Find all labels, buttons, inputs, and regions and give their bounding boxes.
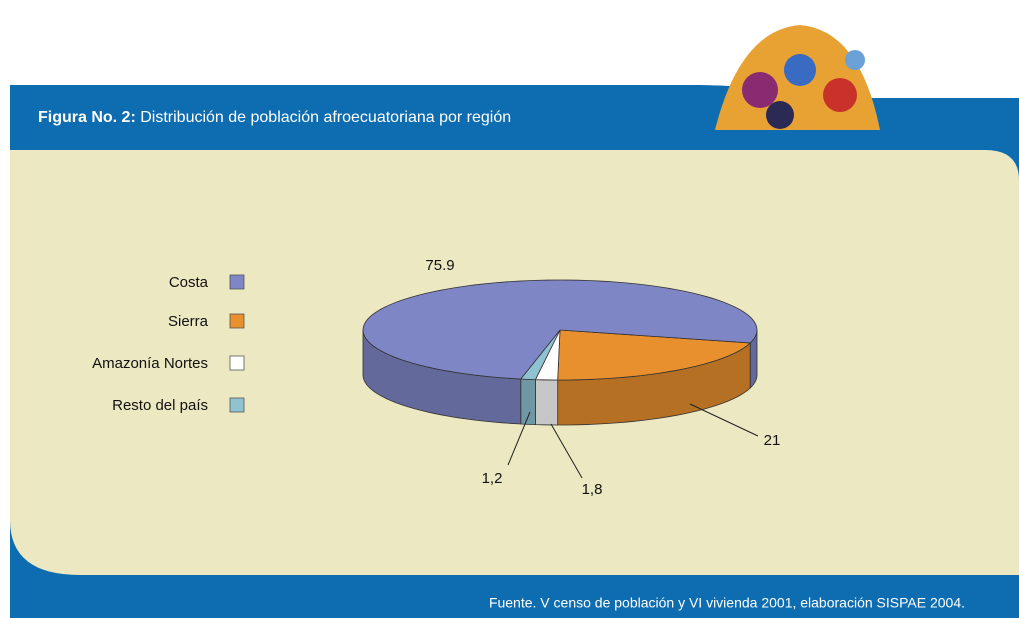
leader-line xyxy=(550,423,583,479)
leader-line xyxy=(507,411,531,466)
source: Fuente. V censo de población y VI vivien… xyxy=(489,595,965,611)
slice xyxy=(557,329,752,381)
legend-label: Resto del país xyxy=(112,397,208,414)
title-text: Distribución de población afroecuatorian… xyxy=(140,109,511,126)
value-label: 75.9 xyxy=(425,257,454,274)
slice-side xyxy=(535,379,559,426)
legend-swatch xyxy=(229,397,245,413)
legend-swatch xyxy=(229,274,245,290)
legend-label: Sierra xyxy=(168,313,209,330)
legend-swatch xyxy=(229,355,245,371)
legend-label: Costa xyxy=(169,274,209,291)
value-label: 21 xyxy=(764,432,781,449)
legend-label: Amazonía Nortes xyxy=(92,355,208,372)
legend-swatch xyxy=(229,313,245,329)
leader-line xyxy=(689,403,759,437)
value-label: 1,2 xyxy=(482,470,503,487)
logo xyxy=(715,25,880,130)
slice xyxy=(362,279,758,380)
value-label: 1,8 xyxy=(582,481,603,498)
title: Figura No. 2: Distribución de población … xyxy=(38,109,511,126)
figure-label: Figura No. 2: xyxy=(38,109,136,126)
left-bg xyxy=(0,85,10,618)
